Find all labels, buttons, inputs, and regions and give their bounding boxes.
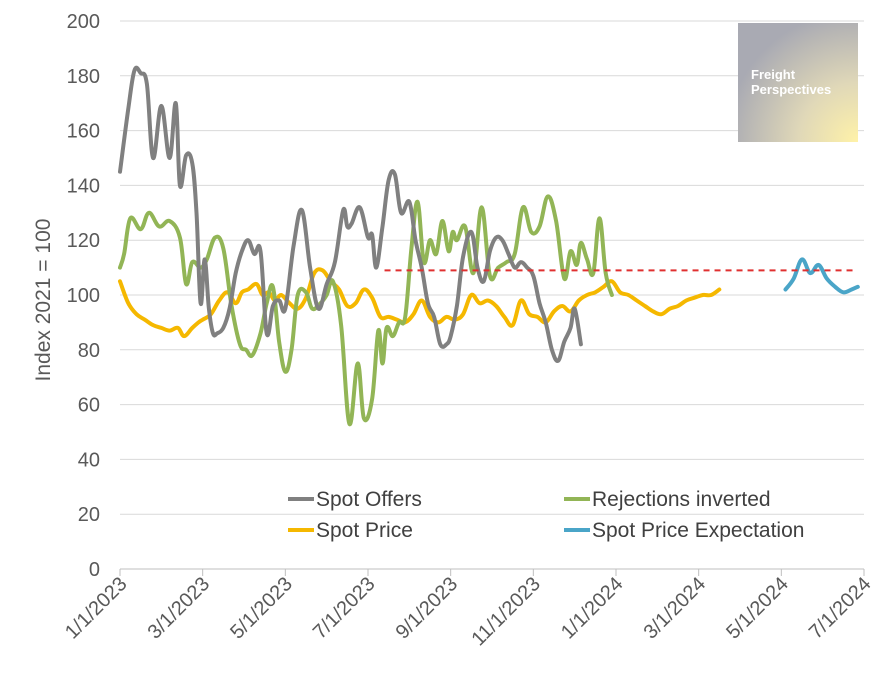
series-line-spot-offers [118, 65, 583, 364]
y-tick-label: 100 [67, 285, 100, 307]
legend-label-spot-offers: Spot Offers [316, 488, 422, 511]
y-tick-label: 200 [67, 11, 100, 33]
logo-line-1: Freight [751, 67, 796, 82]
x-tick-label: 7/1/2024 [805, 573, 876, 644]
y-tick-label: 140 [67, 175, 100, 197]
y-axis-title: Index 2021 = 100 [32, 219, 55, 382]
x-tick-label: 3/1/2023 [144, 573, 215, 644]
logo-background [738, 23, 858, 142]
x-tick-label: 1/1/2024 [557, 573, 628, 644]
legend-item-spot-price-expectation: Spot Price Expectation [564, 519, 804, 542]
y-tick-label: 20 [78, 504, 100, 526]
y-tick-label: 0 [89, 559, 100, 581]
legend-item-rejections-inverted: Rejections inverted [564, 488, 771, 511]
x-tick-label: 9/1/2023 [392, 573, 463, 644]
x-tick-label: 3/1/2024 [640, 573, 711, 644]
y-tick-label: 160 [67, 121, 100, 143]
y-tick-label: 40 [78, 449, 100, 471]
x-tick-label: 7/1/2023 [309, 573, 380, 644]
series-line-rejections-inverted [118, 194, 614, 426]
x-tick-label: 1/1/2023 [61, 573, 132, 644]
y-tick-label: 80 [78, 340, 100, 362]
x-tick-label: 5/1/2023 [226, 573, 297, 644]
logo-line-2: Perspectives [751, 82, 831, 97]
series-line-spot-price [118, 267, 722, 339]
y-tick-label: 120 [67, 230, 100, 252]
x-axis-ticks: 1/1/2023 3/1/2023 5/1/2023 7/1/2023 9/1/2023… [61, 568, 876, 650]
legend-label-spot-price-expectation: Spot Price Expectation [592, 519, 804, 542]
freight-perspectives-logo: Freight Perspectives [738, 23, 858, 142]
y-axis-ticks: 0 20 40 60 80 100 120 140 160 180 200 [67, 11, 100, 581]
legend-item-spot-price: Spot Price [288, 519, 413, 542]
x-tick-label: 11/1/2023 [467, 573, 544, 650]
series-line-spot-price-expectation [783, 257, 860, 295]
x-tick-label: 5/1/2024 [722, 573, 793, 644]
legend-label-spot-price: Spot Price [316, 519, 413, 542]
series-lines [118, 65, 860, 426]
legend-label-rejections-inverted: Rejections inverted [592, 488, 771, 511]
y-tick-label: 180 [67, 66, 100, 88]
legend-item-spot-offers: Spot Offers [288, 488, 422, 511]
y-tick-label: 60 [78, 395, 100, 417]
legend: Spot Offers Rejections inverted Spot Pri… [288, 488, 804, 542]
